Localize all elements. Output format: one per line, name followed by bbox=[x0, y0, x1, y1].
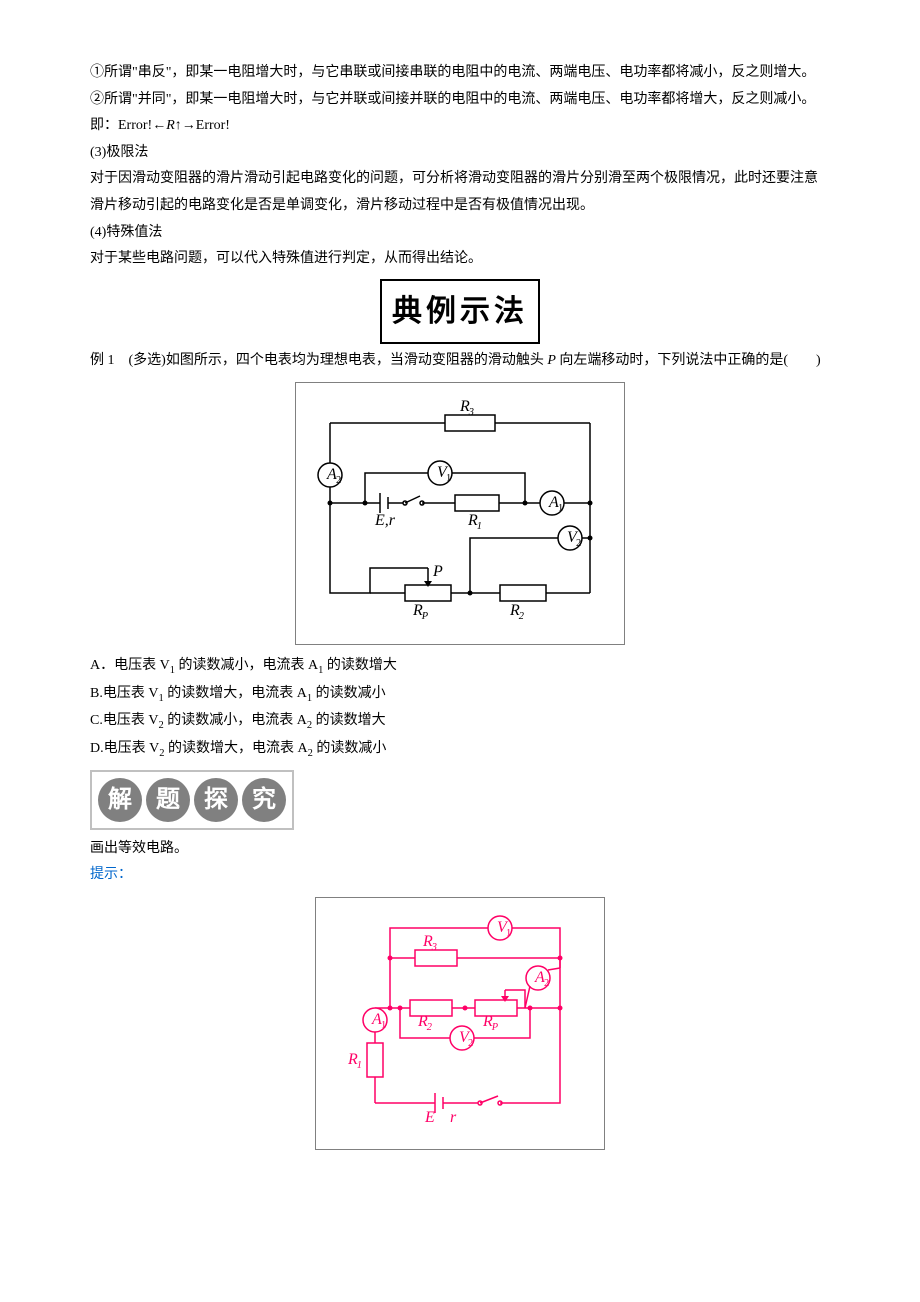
banner-solution: 解 题 探 究 bbox=[90, 770, 294, 830]
p3-var: R bbox=[166, 118, 175, 133]
svg-text:2: 2 bbox=[544, 978, 549, 989]
paragraph-3: 即：Error!←R↑→Error! bbox=[90, 113, 830, 140]
section-3-body: 对于因滑动变阻器的滑片滑动引起电路变化的问题，可分析将滑动变阻器的滑片分别滑至两… bbox=[90, 166, 830, 219]
circuit-2-svg: V1R3A2R2RPV2A1R1Er bbox=[330, 908, 590, 1128]
svg-text:3: 3 bbox=[468, 407, 474, 418]
paragraph-2: ②所谓"并同"，即某一电阻增大时，与它并联或间接并联的电阻中的电流、两端电压、电… bbox=[90, 87, 830, 114]
svg-text:3: 3 bbox=[431, 942, 437, 953]
circle-char-1: 解 bbox=[98, 778, 142, 822]
p3-prefix: 即：Error!← bbox=[90, 118, 166, 133]
section-4-title: (4)特殊值法 bbox=[90, 220, 830, 247]
svg-text:P: P bbox=[491, 1022, 499, 1033]
svg-text:P: P bbox=[432, 563, 443, 580]
circuit-1-svg: R3A2A1E,rR1V1V2PRPR2 bbox=[310, 393, 610, 623]
paragraph-1: ①所谓"串反"，即某一电阻增大时，与它串联或间接串联的电阻中的电流、两端电压、电… bbox=[90, 60, 830, 87]
svg-text:2: 2 bbox=[336, 475, 341, 486]
section-4-body: 对于某些电路问题，可以代入特殊值进行判定，从而得出结论。 bbox=[90, 246, 830, 273]
hint-label: 提示： bbox=[90, 862, 830, 889]
ex1-prefix: 例 1 (多选)如图所示，四个电表均为理想电表，当滑动变阻器的滑动触头 bbox=[90, 353, 547, 368]
banner-example: 典例示法 bbox=[380, 279, 540, 344]
svg-text:2: 2 bbox=[519, 611, 524, 622]
circuit-1-box: R3A2A1E,rR1V1V2PRPR2 bbox=[295, 382, 625, 645]
p3-suffix: ↑→Error! bbox=[175, 118, 230, 133]
circle-char-3: 探 bbox=[194, 778, 238, 822]
section-3-title: (3)极限法 bbox=[90, 140, 830, 167]
svg-text:2: 2 bbox=[576, 538, 581, 549]
circle-char-2: 题 bbox=[146, 778, 190, 822]
ex1-suffix: 向左端移动时，下列说法中正确的是( ) bbox=[556, 353, 821, 368]
svg-text:1: 1 bbox=[446, 473, 451, 484]
svg-text:1: 1 bbox=[506, 928, 511, 939]
circuit-1-figure: R3A2A1E,rR1V1V2PRPR2 bbox=[90, 382, 830, 645]
svg-text:E: E bbox=[424, 1109, 435, 1126]
svg-text:1: 1 bbox=[381, 1020, 386, 1031]
ex1-var: P bbox=[547, 353, 556, 368]
option-b: B.电压表 V1 的读数增大，电流表 A1 的读数减小 bbox=[90, 681, 830, 709]
svg-text:2: 2 bbox=[427, 1022, 432, 1033]
svg-text:1: 1 bbox=[357, 1060, 362, 1071]
svg-text:1: 1 bbox=[477, 521, 482, 532]
option-d: D.电压表 V2 的读数增大，电流表 A2 的读数减小 bbox=[90, 736, 830, 764]
svg-text:P: P bbox=[421, 611, 429, 622]
svg-text:1: 1 bbox=[558, 503, 563, 514]
svg-text:2: 2 bbox=[468, 1038, 473, 1049]
circuit-2-figure: V1R3A2R2RPV2A1R1Er bbox=[90, 897, 830, 1150]
svg-text:r: r bbox=[450, 1109, 457, 1126]
svg-text:E,r: E,r bbox=[374, 512, 396, 529]
option-a: A．电压表 V1 的读数减小，电流表 A1 的读数增大 bbox=[90, 653, 830, 681]
option-c: C.电压表 V2 的读数减小，电流表 A2 的读数增大 bbox=[90, 708, 830, 736]
task-text: 画出等效电路。 bbox=[90, 836, 830, 863]
circle-char-4: 究 bbox=[242, 778, 286, 822]
circuit-2-box: V1R3A2R2RPV2A1R1Er bbox=[315, 897, 605, 1150]
example-1-text: 例 1 (多选)如图所示，四个电表均为理想电表，当滑动变阻器的滑动触头 P 向左… bbox=[90, 348, 830, 375]
banner-example-text: 典例示法 bbox=[392, 295, 528, 328]
